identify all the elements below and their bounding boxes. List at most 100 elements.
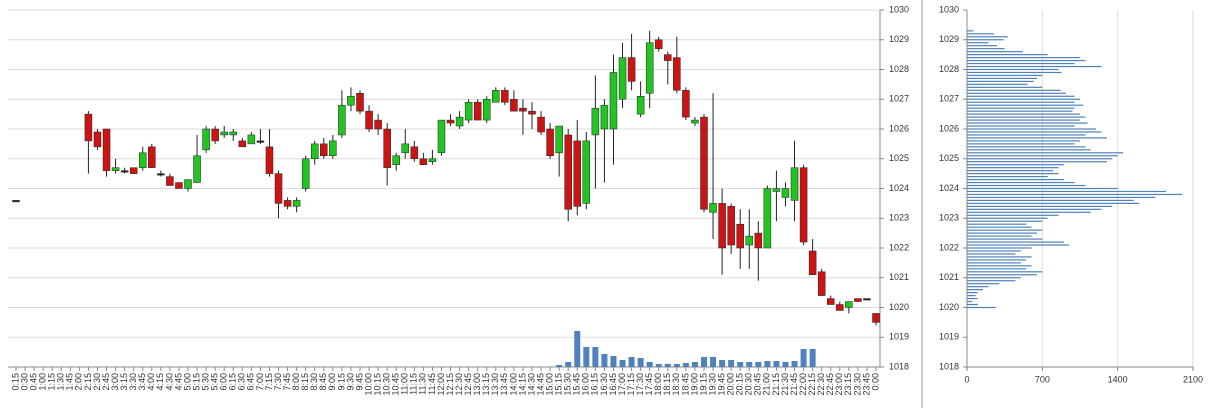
- bar: [967, 306, 997, 309]
- x-tick-label: 2:00: [74, 373, 84, 391]
- bar: [967, 92, 1067, 94]
- bar: [967, 80, 1034, 82]
- bar: [967, 300, 973, 303]
- bar: [967, 155, 1118, 157]
- x-tick-label: 17:15: [626, 373, 636, 396]
- candle-body: [166, 176, 174, 186]
- x-tick-label: 3:45: [137, 373, 147, 391]
- bar: [967, 244, 1070, 246]
- x-tick-label: 12:15: [445, 373, 455, 396]
- candle-body: [528, 110, 536, 115]
- bar: [967, 33, 994, 35]
- candle-body: [148, 146, 156, 168]
- bar: [967, 116, 1086, 118]
- bar: [967, 193, 1183, 196]
- candle-body: [763, 188, 772, 249]
- candle-body: [238, 140, 247, 148]
- y-tick-label: 1023: [939, 213, 959, 223]
- y-tick-label: 1019: [889, 332, 909, 342]
- x-tick-label: 8:30: [309, 373, 319, 391]
- bar: [967, 178, 1064, 181]
- candle-body: [736, 223, 744, 249]
- volume-bar: [583, 347, 590, 367]
- y-tick-label: 1030: [939, 4, 959, 14]
- x-tick-label: 6:00: [219, 373, 229, 391]
- y-tick-label: 1027: [889, 94, 909, 104]
- x-tick-label: 21:30: [780, 373, 790, 396]
- candle-body: [872, 313, 880, 323]
- x-tick-label: 8:45: [318, 373, 328, 391]
- x-tick-label: 22:30: [816, 373, 826, 396]
- x-tick-label: 20:00: [726, 373, 736, 396]
- y-tick-label: 1025: [889, 153, 909, 163]
- x-tick-label: 20:45: [753, 373, 763, 396]
- candle-body: [573, 140, 582, 207]
- volume-bar: [682, 363, 689, 367]
- candle-body: [401, 143, 410, 154]
- bar: [967, 36, 1008, 38]
- bar: [967, 184, 1086, 187]
- bar: [967, 125, 1075, 127]
- bar: [967, 149, 1091, 151]
- x-tick-label: 13:15: [481, 373, 491, 396]
- bar: [967, 265, 1032, 267]
- candle-body: [320, 143, 328, 157]
- candle-body: [700, 116, 708, 210]
- candle-body: [781, 188, 790, 198]
- candle-body: [102, 128, 111, 171]
- bar: [967, 101, 1075, 103]
- candle-body: [283, 200, 292, 207]
- bar: [967, 241, 1064, 243]
- candle-body: [446, 119, 455, 124]
- bar: [967, 253, 1016, 255]
- x-tick-label: 6:15: [228, 373, 238, 391]
- x-tick-label: 15:00: [544, 373, 554, 396]
- candle-body: [627, 57, 636, 82]
- x-tick-label: 12:00: [436, 373, 446, 396]
- volume-bar: [565, 362, 572, 367]
- x-tick-label: 16:00: [581, 373, 591, 396]
- y-tick-label: 1020: [889, 302, 909, 312]
- candle-body: [392, 155, 400, 165]
- x-tick-label: 4:45: [173, 373, 183, 391]
- bar: [967, 140, 1080, 142]
- x-tick-label: 16:15: [590, 373, 600, 396]
- bar: [967, 277, 1021, 279]
- y-tick-label: 1023: [889, 213, 909, 223]
- candle-body: [220, 131, 228, 136]
- candle-body: [654, 39, 663, 49]
- y-tick-label: 1029: [939, 34, 959, 44]
- volume-bar: [782, 362, 789, 367]
- x-tick-label: 10:45: [391, 373, 401, 396]
- bar: [967, 170, 1054, 172]
- candle-body: [473, 101, 482, 121]
- x-tick-label: 21:45: [789, 373, 799, 396]
- x-tick-label: 7:45: [282, 373, 292, 391]
- bar: [967, 122, 1088, 124]
- x-tick-label: 15:15: [554, 373, 564, 396]
- x-tick-label: 10:30: [382, 373, 392, 396]
- bar: [967, 51, 1023, 53]
- candle-body: [184, 179, 192, 189]
- x-tick-label: 5:15: [191, 373, 201, 391]
- candle-body: [510, 99, 518, 112]
- x-tick-label: 6:30: [237, 373, 247, 391]
- x-tick-label: 13:30: [490, 373, 500, 396]
- candle-body: [93, 131, 102, 148]
- bar: [967, 211, 1091, 213]
- bar: [967, 173, 1059, 175]
- candle-body: [138, 152, 147, 168]
- x-tick-label: 13:45: [499, 373, 509, 396]
- x-tick-label: 14:00: [508, 373, 518, 396]
- y-tick-label: 1027: [939, 94, 959, 104]
- candle-body: [383, 128, 391, 168]
- x-tick-label: 4:00: [146, 373, 156, 391]
- x-tick-label: 20:30: [744, 373, 754, 396]
- candle-body: [718, 203, 726, 249]
- candle-body: [301, 158, 310, 189]
- x-tick-label: 5:30: [200, 373, 210, 391]
- candle-body: [229, 131, 238, 136]
- x-tick-label: 1:15: [47, 373, 57, 391]
- volume-bar: [773, 361, 780, 367]
